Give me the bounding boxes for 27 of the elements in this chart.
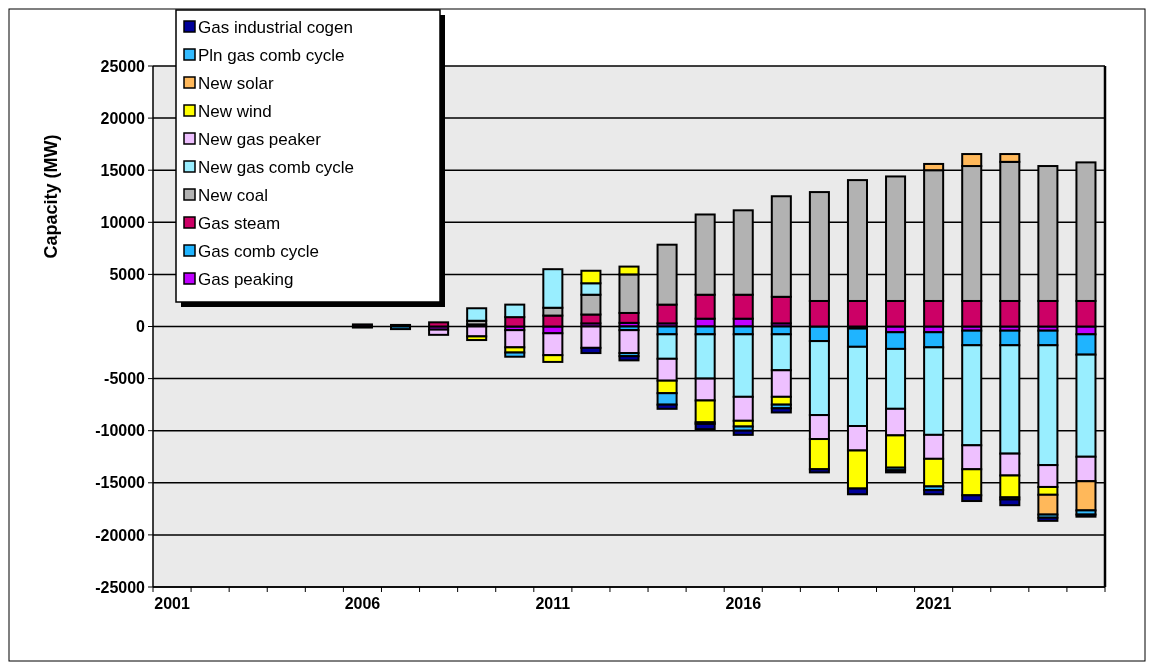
y-tick-label: 0 [136, 318, 146, 336]
y-tick-label: -10000 [95, 422, 146, 440]
legend-label: Gas industrial cogen [198, 17, 353, 37]
legend-label: Gas steam [198, 213, 281, 233]
legend-label: Gas comb cycle [198, 241, 319, 261]
y-axis-title: Capacity (MW) [41, 134, 61, 259]
legend-label: New wind [198, 101, 272, 121]
legend-label: Pln gas comb cycle [198, 45, 345, 65]
y-tick-label: 10000 [100, 213, 146, 231]
y-tick-label: 20000 [100, 109, 146, 127]
legend-label: New gas comb cycle [198, 157, 354, 177]
x-tick-label: 2016 [725, 595, 762, 612]
y-tick-label: -5000 [104, 370, 146, 388]
x-tick-label: 2006 [344, 595, 381, 612]
y-tick-label: -20000 [95, 526, 146, 544]
x-tick-label: 2021 [915, 595, 952, 612]
y-tick-label: -25000 [95, 578, 146, 596]
x-tick-label: 2011 [535, 595, 571, 612]
y-tick-label: 25000 [100, 57, 146, 75]
legend-label: New coal [198, 185, 268, 205]
legend-label: New solar [198, 73, 274, 93]
legend-label: Gas peaking [198, 269, 294, 289]
legend-label: New gas peaker [198, 129, 322, 149]
x-tick-label: 2001 [154, 595, 190, 612]
y-tick-label: 15000 [100, 161, 146, 179]
y-tick-label: 5000 [109, 266, 146, 283]
y-tick-label: -15000 [95, 474, 146, 492]
